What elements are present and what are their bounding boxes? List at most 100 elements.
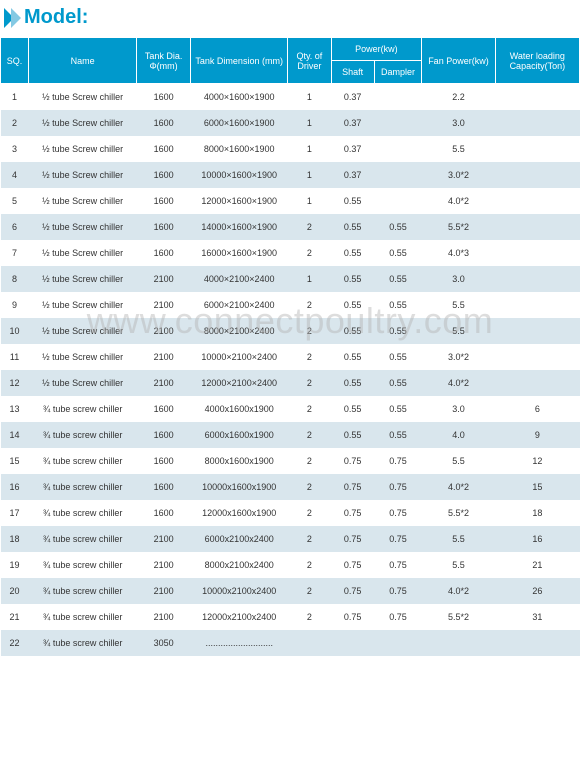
cell-tdim: 6000×1600×1900 [191, 110, 288, 136]
cell-tdia: 1600 [137, 240, 191, 266]
cell-cap: 31 [495, 604, 579, 630]
cell-shaft: 0.55 [331, 214, 374, 240]
cell-tdia: 2100 [137, 370, 191, 396]
table-row: 2½ tube Screw chiller16006000×1600×19001… [1, 110, 580, 136]
col-name: Name [29, 38, 137, 84]
cell-shaft: 0.75 [331, 448, 374, 474]
cell-qty [288, 630, 331, 656]
cell-tdim: 8000x2100x2400 [191, 552, 288, 578]
cell-qty: 2 [288, 422, 331, 448]
section-title: Model: [24, 6, 88, 29]
cell-cap [495, 84, 579, 111]
cell-fan: 5.5*2 [422, 214, 495, 240]
cell-name: ½ tube Screw chiller [29, 240, 137, 266]
cell-name: ¾ tube screw chiller [29, 396, 137, 422]
cell-sq: 10 [1, 318, 29, 344]
cell-fan: 5.5 [422, 552, 495, 578]
cell-fan: 4.0 [422, 422, 495, 448]
cell-shaft: 0.55 [331, 396, 374, 422]
cell-tdim: 16000×1600×1900 [191, 240, 288, 266]
cell-sq: 19 [1, 552, 29, 578]
cell-damp: 0.55 [374, 344, 422, 370]
cell-fan: 3.0 [422, 396, 495, 422]
cell-cap: 15 [495, 474, 579, 500]
table-row: 13¾ tube screw chiller16004000x1600x1900… [1, 396, 580, 422]
cell-cap [495, 344, 579, 370]
cell-sq: 2 [1, 110, 29, 136]
cell-cap [495, 370, 579, 396]
table-row: 6½ tube Screw chiller160014000×1600×1900… [1, 214, 580, 240]
table-row: 19¾ tube screw chiller21008000x2100x2400… [1, 552, 580, 578]
cell-tdim: 6000x1600x1900 [191, 422, 288, 448]
cell-sq: 6 [1, 214, 29, 240]
cell-qty: 2 [288, 578, 331, 604]
table-row: 15¾ tube screw chiller16008000x1600x1900… [1, 448, 580, 474]
cell-shaft: 0.55 [331, 370, 374, 396]
cell-tdim: ........................... [191, 630, 288, 656]
cell-name: ½ tube Screw chiller [29, 188, 137, 214]
cell-fan: 5.5*2 [422, 500, 495, 526]
cell-damp: 0.55 [374, 422, 422, 448]
cell-qty: 2 [288, 240, 331, 266]
cell-fan: 5.5 [422, 136, 495, 162]
cell-sq: 22 [1, 630, 29, 656]
cell-sq: 17 [1, 500, 29, 526]
cell-tdia: 1600 [137, 110, 191, 136]
table-row: 20¾ tube screw chiller210010000x2100x240… [1, 578, 580, 604]
cell-sq: 7 [1, 240, 29, 266]
cell-damp: 0.75 [374, 500, 422, 526]
cell-fan: 5.5 [422, 526, 495, 552]
cell-fan: 4.0*2 [422, 578, 495, 604]
cell-damp [374, 136, 422, 162]
cell-tdia: 1600 [137, 500, 191, 526]
cell-qty: 2 [288, 370, 331, 396]
cell-cap [495, 188, 579, 214]
cell-shaft: 0.55 [331, 240, 374, 266]
cell-damp [374, 188, 422, 214]
cell-sq: 1 [1, 84, 29, 111]
cell-sq: 14 [1, 422, 29, 448]
cell-cap [495, 240, 579, 266]
cell-name: ½ tube Screw chiller [29, 162, 137, 188]
cell-sq: 20 [1, 578, 29, 604]
cell-tdia: 1600 [137, 448, 191, 474]
cell-shaft: 0.75 [331, 552, 374, 578]
cell-sq: 15 [1, 448, 29, 474]
cell-qty: 2 [288, 604, 331, 630]
table-row: 16¾ tube screw chiller160010000x1600x190… [1, 474, 580, 500]
cell-cap [495, 630, 579, 656]
cell-tdim: 14000×1600×1900 [191, 214, 288, 240]
cell-qty: 2 [288, 500, 331, 526]
cell-shaft: 0.55 [331, 344, 374, 370]
cell-fan: 3.0 [422, 110, 495, 136]
cell-tdim: 12000x1600x1900 [191, 500, 288, 526]
cell-tdia: 2100 [137, 344, 191, 370]
table-row: 21¾ tube screw chiller210012000x2100x240… [1, 604, 580, 630]
table-row: 10½ tube Screw chiller21008000×2100×2400… [1, 318, 580, 344]
cell-tdia: 2100 [137, 292, 191, 318]
cell-name: ½ tube Screw chiller [29, 318, 137, 344]
cell-damp: 0.75 [374, 474, 422, 500]
cell-qty: 2 [288, 344, 331, 370]
col-tankdim: Tank Dimension (mm) [191, 38, 288, 84]
cell-shaft: 0.75 [331, 474, 374, 500]
cell-fan: 5.5 [422, 292, 495, 318]
cell-damp: 0.55 [374, 396, 422, 422]
table-row: 14¾ tube screw chiller16006000x1600x1900… [1, 422, 580, 448]
cell-qty: 1 [288, 110, 331, 136]
cell-fan: 5.5 [422, 448, 495, 474]
cell-fan: 5.5*2 [422, 604, 495, 630]
cell-damp: 0.75 [374, 604, 422, 630]
cell-name: ½ tube Screw chiller [29, 84, 137, 111]
cell-qty: 1 [288, 136, 331, 162]
col-sq: SQ. [1, 38, 29, 84]
cell-tdim: 12000×2100×2400 [191, 370, 288, 396]
col-capacity: Water loading Capacity(Ton) [495, 38, 579, 84]
cell-damp: 0.55 [374, 240, 422, 266]
cell-sq: 5 [1, 188, 29, 214]
cell-qty: 2 [288, 448, 331, 474]
cell-qty: 2 [288, 318, 331, 344]
cell-tdim: 8000×2100×2400 [191, 318, 288, 344]
cell-tdia: 2100 [137, 266, 191, 292]
cell-shaft: 0.75 [331, 500, 374, 526]
